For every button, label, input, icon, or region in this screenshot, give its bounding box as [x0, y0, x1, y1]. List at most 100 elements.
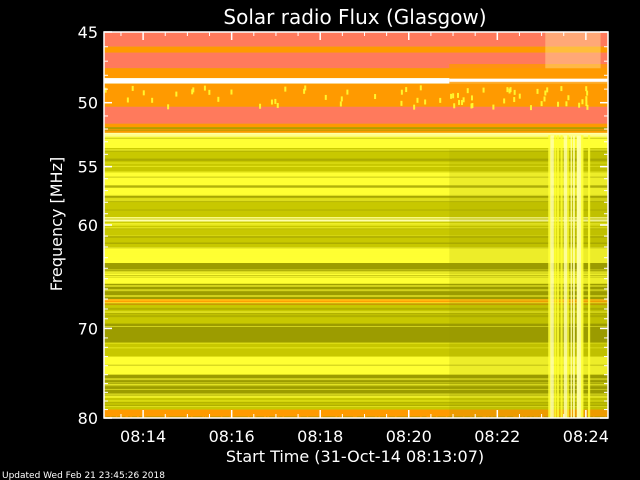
interference-speck	[109, 409, 112, 418]
spectral-streak	[104, 251, 608, 253]
x-tick-label: 08:24	[563, 427, 609, 446]
interference-speck	[429, 409, 432, 418]
frequency-band	[104, 32, 608, 47]
frequency-band	[104, 83, 608, 107]
spectral-streak	[104, 165, 608, 167]
interference-speck	[229, 409, 232, 418]
x-axis: 08:14 08:16 08:18 08:20 08:22 08:24	[120, 32, 609, 446]
spectral-streak	[104, 137, 608, 139]
spectral-streak	[104, 388, 608, 390]
interference-speck	[482, 409, 485, 418]
interference-speck	[530, 409, 532, 418]
interference-speck	[400, 100, 403, 106]
spectral-streak	[104, 162, 608, 164]
interference-speck	[321, 409, 323, 418]
burst-glow	[545, 32, 601, 69]
spectral-streak	[104, 130, 608, 132]
frequency-band	[104, 172, 608, 197]
interference-speck	[254, 409, 257, 418]
interference-speck	[400, 89, 403, 95]
interference-speck	[461, 100, 464, 106]
interference-speck	[452, 409, 454, 418]
interference-speck	[542, 409, 544, 418]
interference-speck	[306, 409, 309, 418]
interference-speck	[220, 409, 223, 418]
spectral-streak	[104, 338, 608, 340]
frequency-band	[104, 342, 608, 357]
interference-speck	[513, 97, 516, 103]
interference-speck	[586, 104, 589, 110]
interference-speck	[491, 409, 493, 418]
spectral-streak	[104, 312, 608, 315]
burst-streak	[550, 135, 554, 418]
spectral-streak	[104, 391, 608, 394]
burst-streak	[560, 135, 563, 418]
spectral-streak	[104, 284, 608, 287]
interference-speck	[470, 103, 473, 109]
interference-speck	[470, 409, 472, 418]
spectral-streak	[104, 315, 608, 318]
spectral-streak	[104, 275, 608, 277]
interference-speck	[167, 104, 170, 110]
spectral-streak	[104, 402, 608, 404]
interference-speck	[517, 409, 519, 418]
frequency-band	[104, 78, 608, 84]
spectral-streak	[104, 361, 608, 363]
interference-speck	[137, 409, 139, 418]
interference-speck	[230, 89, 233, 95]
burst-streak	[572, 135, 575, 418]
interference-speck	[462, 409, 465, 418]
interference-speck	[340, 96, 343, 102]
interference-speck	[585, 86, 588, 92]
spectral-streak	[104, 235, 608, 238]
plot-overlay	[104, 32, 608, 418]
interference-speck	[142, 90, 145, 96]
interference-speck	[458, 99, 461, 105]
interference-speck	[303, 88, 306, 94]
spectral-streak	[104, 385, 608, 388]
interference-speck	[487, 409, 489, 418]
interference-speck	[207, 409, 210, 418]
interference-speck	[378, 409, 381, 418]
interference-speck	[259, 103, 262, 109]
spectral-streak	[104, 393, 608, 396]
spectral-streak	[104, 186, 608, 189]
burst-streak	[579, 135, 583, 418]
interference-speck	[462, 97, 465, 103]
interference-speck	[120, 409, 123, 418]
interference-speck	[585, 101, 588, 107]
interference-speck	[270, 99, 273, 105]
interference-speck	[304, 85, 307, 91]
interference-speck	[604, 409, 607, 418]
interference-speck	[126, 97, 129, 103]
interference-speck	[267, 409, 269, 418]
spectral-streak	[104, 176, 608, 178]
interference-speck	[439, 97, 442, 103]
burst-streak	[548, 135, 552, 418]
burst-streak	[570, 135, 572, 418]
burst-streak	[587, 135, 591, 418]
spectral-streak	[104, 404, 608, 407]
x-tick-label: 08:18	[297, 427, 343, 446]
interference-speck	[585, 96, 588, 102]
spectral-streak	[104, 223, 608, 226]
spectral-streak	[104, 332, 608, 335]
spectral-streak	[104, 378, 608, 381]
spectral-streak	[104, 195, 608, 198]
burst-streak	[577, 135, 581, 418]
interference-speck	[264, 409, 266, 418]
spectral-streak	[104, 223, 608, 225]
interference-speck	[536, 409, 538, 418]
spectral-streak	[104, 364, 608, 366]
interference-speck	[567, 95, 570, 101]
spectral-streak	[104, 228, 608, 230]
spectral-streak	[104, 191, 608, 193]
x-tick-label: 08:22	[474, 427, 520, 446]
spectral-streak	[104, 188, 608, 191]
interference-speck	[452, 93, 455, 99]
interference-speck	[445, 409, 448, 418]
interference-speck	[593, 409, 595, 418]
interference-speck	[339, 101, 342, 107]
chart-title: Solar radio Flux (Glasgow)	[223, 5, 486, 29]
